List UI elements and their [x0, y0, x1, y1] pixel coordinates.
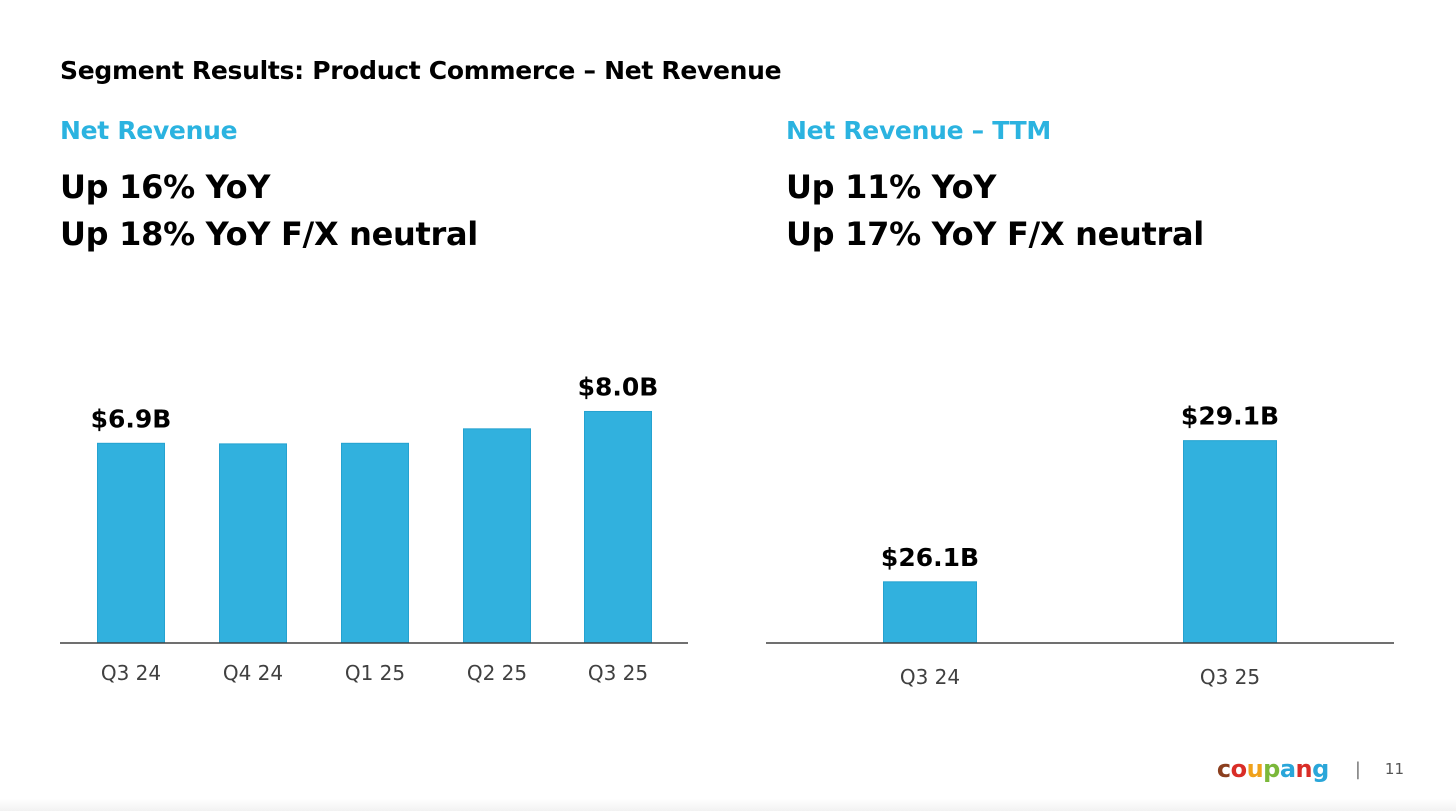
ttm-revenue-section: Net Revenue – TTM Up 11% YoY Up 17% YoY … [786, 114, 1204, 258]
bar-q1-25 [341, 442, 409, 644]
x-tick-label: Q2 25 [467, 661, 527, 685]
bar-q3-25 [584, 410, 652, 644]
data-label: $6.9B [91, 404, 172, 433]
ttm-revenue-yoy-fx-neutral: Up 17% YoY F/X neutral [786, 215, 1204, 253]
x-tick-label: Q3 25 [1200, 665, 1260, 689]
x-tick-label: Q4 24 [223, 661, 283, 685]
logo-letter: o [1230, 755, 1248, 783]
ttm-revenue-yoy: Up 11% YoY [786, 168, 997, 206]
x-tick-label: Q3 25 [588, 661, 648, 685]
data-label: $29.1B [1181, 402, 1279, 431]
ttm-revenue-label: Net Revenue – TTM [786, 116, 1051, 145]
net-revenue-label: Net Revenue [60, 116, 238, 145]
logo-letter: n [1295, 755, 1313, 783]
x-tick-label: Q1 25 [345, 661, 405, 685]
bottom-strip [0, 799, 1456, 811]
bar-q4-24 [219, 443, 287, 644]
logo-letter: a [1279, 755, 1296, 783]
footer-divider: | [1354, 758, 1361, 780]
net-revenue-yoy-fx-neutral: Up 18% YoY F/X neutral [60, 215, 478, 253]
data-label: $8.0B [578, 372, 659, 401]
page-title: Segment Results: Product Commerce – Net … [60, 56, 782, 85]
bar-q3-24 [883, 581, 977, 644]
net-revenue-yoy: Up 16% YoY [60, 168, 271, 206]
net-revenue-section: Net Revenue Up 16% YoY Up 18% YoY F/X ne… [60, 114, 478, 258]
logo-letter: p [1263, 755, 1280, 783]
x-tick-label: Q3 24 [900, 665, 960, 689]
ttm-revenue-headline: Up 11% YoY Up 17% YoY F/X neutral [786, 164, 1204, 258]
logo-letter: g [1312, 755, 1329, 783]
bar-q3-25 [1183, 440, 1277, 644]
coupang-logo: coupang [1217, 755, 1329, 783]
bar-q2-25 [463, 428, 531, 644]
page-number: 11 [1384, 760, 1404, 778]
x-tick-label: Q3 24 [101, 661, 161, 685]
bar-q3-24 [97, 442, 165, 644]
logo-letter: u [1246, 755, 1264, 783]
net-revenue-headline: Up 16% YoY Up 18% YoY F/X neutral [60, 164, 478, 258]
footer: coupang | 11 [1217, 755, 1404, 783]
logo-letter: c [1216, 755, 1231, 783]
data-label: $26.1B [881, 543, 979, 572]
